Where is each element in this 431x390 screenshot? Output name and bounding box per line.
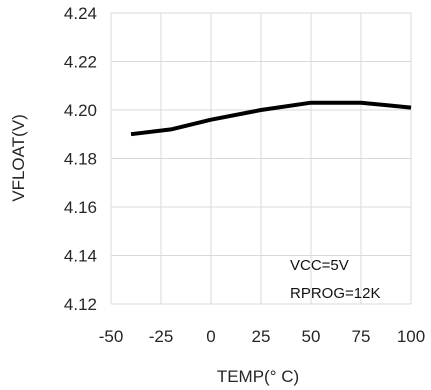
y-tick-label: 4.22 (64, 53, 97, 72)
y-tick-labels: 4.12 4.14 4.16 4.18 4.20 4.22 4.24 (64, 4, 97, 314)
x-tick-label: 25 (252, 327, 271, 346)
series-line-0 (130, 100, 412, 137)
series-layer (130, 100, 412, 137)
annotation-rprog: RPROG=12K (290, 285, 380, 302)
x-tick-label: 50 (302, 327, 321, 346)
y-tick-label: 4.12 (64, 295, 97, 314)
y-axis-label: VFLOAT(V) (9, 114, 28, 202)
y-tick-label: 4.14 (64, 247, 97, 266)
grid-lines (110, 12, 412, 305)
y-tick-label: 4.20 (64, 101, 97, 120)
y-tick-label: 4.16 (64, 198, 97, 217)
y-tick-label: 4.24 (64, 4, 97, 23)
x-tick-label: -25 (149, 327, 174, 346)
x-axis-label: TEMP(° C) (217, 367, 299, 386)
annotation-vcc: VCC=5V (290, 257, 349, 274)
y-tick-label: 4.18 (64, 150, 97, 169)
x-tick-label: 0 (206, 327, 215, 346)
x-tick-label: 100 (397, 327, 425, 346)
x-tick-label: -50 (99, 327, 124, 346)
x-tick-labels: -50 -25 0 25 50 75 100 (99, 327, 425, 346)
x-tick-label: 75 (352, 327, 371, 346)
